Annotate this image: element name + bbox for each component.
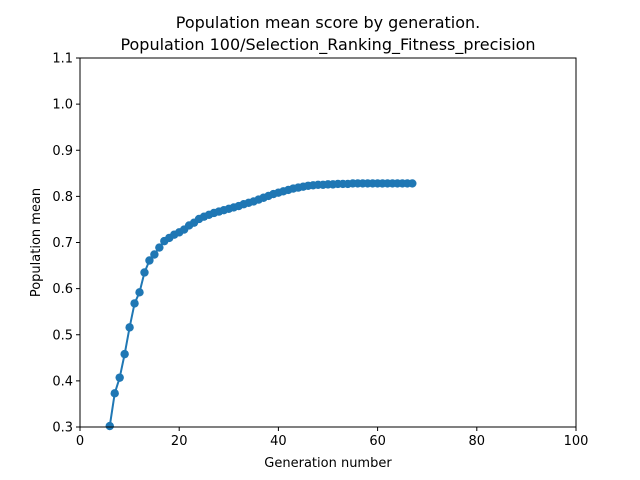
x-tick-label: 100 <box>564 434 589 449</box>
y-tick-label: 0.8 <box>52 190 73 205</box>
y-tick-label: 0.9 <box>52 144 73 159</box>
y-tick-label: 0.6 <box>52 282 73 297</box>
y-tick-label: 1.0 <box>52 98 73 113</box>
data-point <box>408 179 417 188</box>
data-point <box>125 323 134 332</box>
data-point <box>140 268 149 277</box>
x-tick-label: 80 <box>469 434 486 449</box>
x-tick-label: 0 <box>76 434 84 449</box>
data-point <box>105 421 114 431</box>
data-point <box>155 243 164 252</box>
y-tick-label: 0.7 <box>52 236 73 251</box>
y-tick-label: 0.3 <box>52 421 73 436</box>
x-axis-label: Generation number <box>264 456 392 471</box>
data-point <box>145 256 154 265</box>
x-tick-label: 20 <box>171 434 188 449</box>
y-tick-label: 0.4 <box>52 374 73 389</box>
y-tick-label: 1.1 <box>52 52 73 67</box>
data-point <box>130 299 139 308</box>
series-layer <box>105 179 417 431</box>
data-point <box>110 389 119 398</box>
x-axis-ticks: 0 20 40 60 80 100 <box>76 427 589 449</box>
x-tick-label: 40 <box>270 434 287 449</box>
y-tick-label: 0.5 <box>52 328 73 343</box>
data-point <box>135 288 144 297</box>
data-point <box>120 349 129 359</box>
chart-subtitle: Population 100/Selection_Ranking_Fitness… <box>120 35 535 55</box>
plot-frame <box>79 57 577 428</box>
data-point <box>150 250 159 259</box>
chart-title: Population mean score by generation. <box>176 13 481 32</box>
x-tick-label: 60 <box>369 434 386 449</box>
y-axis-label: Population mean <box>29 188 44 297</box>
data-point <box>115 373 124 382</box>
y-axis-ticks: 0.3 0.4 0.5 0.6 0.7 0.8 0.9 1.0 1.1 <box>52 52 80 436</box>
